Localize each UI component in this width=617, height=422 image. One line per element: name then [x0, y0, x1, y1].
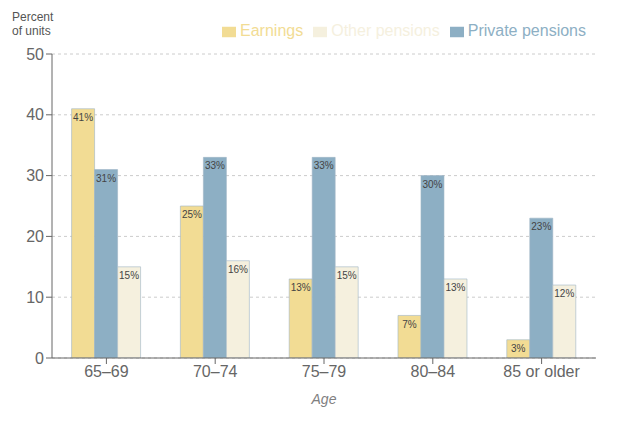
html-text:Percent: Percent: [12, 10, 54, 24]
svg-text:31%: 31%: [96, 173, 116, 184]
svg-text:25%: 25%: [182, 209, 202, 220]
svg-text:41%: 41%: [73, 112, 93, 123]
svg-text:Age: Age: [311, 391, 337, 407]
svg-text:30: 30: [26, 167, 44, 184]
svg-text:70–74: 70–74: [193, 363, 238, 380]
svg-text:40: 40: [26, 106, 44, 123]
svg-text:33%: 33%: [314, 160, 334, 171]
svg-text:23%: 23%: [531, 221, 551, 232]
svg-text:30%: 30%: [422, 179, 442, 190]
svg-text:15%: 15%: [337, 270, 357, 281]
svg-text:7%: 7%: [402, 319, 417, 330]
svg-text:16%: 16%: [228, 264, 248, 275]
svg-text:50: 50: [26, 46, 44, 63]
svg-text:80–84: 80–84: [411, 363, 456, 380]
svg-text:15%: 15%: [119, 270, 139, 281]
svg-text:12%: 12%: [554, 288, 574, 299]
html-text:Other pensions: Other pensions: [331, 22, 440, 39]
html-text:Private pensions: Private pensions: [467, 22, 586, 39]
html-text:Earnings: Earnings: [240, 22, 304, 39]
svg-text:65–69: 65–69: [84, 363, 129, 380]
svg-text:85 or older: 85 or older: [503, 363, 580, 380]
svg-text:33%: 33%: [205, 160, 225, 171]
svg-text:3%: 3%: [511, 343, 526, 354]
svg-text:13%: 13%: [291, 282, 311, 293]
svg-text:13%: 13%: [445, 282, 465, 293]
html-text:of units: of units: [12, 24, 51, 38]
svg-text:0: 0: [35, 350, 44, 367]
svg-text:10: 10: [26, 289, 44, 306]
svg-text:75–79: 75–79: [302, 363, 347, 380]
svg-text:20: 20: [26, 228, 44, 245]
